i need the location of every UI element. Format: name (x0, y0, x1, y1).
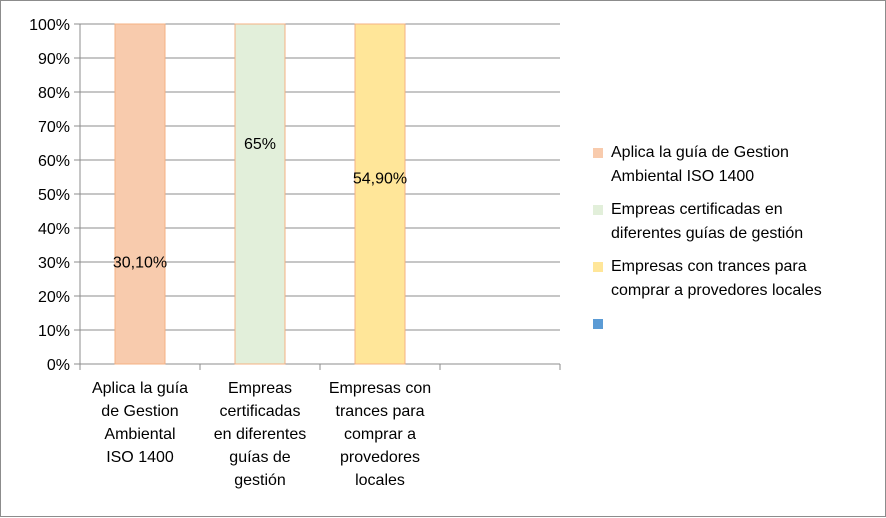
x-tick-label: de Gestion (101, 403, 178, 420)
y-tick-label: 0% (47, 357, 70, 374)
x-tick-label: Ambiental (104, 426, 175, 443)
x-tick-label: trances para (336, 403, 425, 420)
legend-item-1: Aplica la guía de Gestion Ambiental ISO 1… (593, 141, 883, 189)
y-tick-label: 30% (38, 255, 70, 272)
y-tick-label: 90% (38, 51, 70, 68)
legend-item-2: Empreas certificadas en diferentes guías … (593, 198, 883, 246)
y-tick-label: 100% (29, 17, 70, 34)
chart-legend: Aplica la guía de Gestion Ambiental ISO 1… (593, 141, 883, 345)
y-tick-label: 10% (38, 323, 70, 340)
x-tick-label: guías de (229, 449, 290, 466)
legend-item-3: Empresas con trances para comprar a prove… (593, 255, 883, 303)
x-tick-label: gestión (234, 472, 286, 489)
y-tick-label: 40% (38, 221, 70, 238)
legend-label: Ambiental ISO 1400 (611, 168, 755, 185)
legend-item-4 (593, 312, 883, 336)
legend-label: comprar a provedores locales (611, 282, 822, 299)
legend-label: diferentes guías de gestión (611, 225, 804, 242)
legend-swatch (593, 148, 603, 158)
x-tick-label: Empresas con (329, 380, 431, 397)
x-tick-label: Aplica la guía (92, 380, 188, 397)
legend-swatch (593, 262, 603, 272)
y-tick-label: 50% (38, 187, 70, 204)
y-tick-label: 60% (38, 153, 70, 170)
bar-2 (234, 23, 286, 365)
legend-label: Empresas con trances para (611, 258, 807, 275)
bar-1 (114, 23, 166, 365)
y-tick-label: 80% (38, 85, 70, 102)
legend-label: Aplica la guía de Gestion (611, 144, 789, 161)
data-label-2: 65% (244, 136, 276, 153)
y-tick-label: 20% (38, 289, 70, 306)
x-tick-label: locales (355, 472, 405, 489)
x-tick-label: certificadas (220, 403, 301, 420)
y-tick-label: 70% (38, 119, 70, 136)
x-tick-label: en diferentes (214, 426, 307, 443)
legend-swatch (593, 205, 603, 215)
data-label-3: 54,90% (353, 170, 407, 187)
x-tick-label: ISO 1400 (106, 449, 174, 466)
data-label-1: 30,10% (113, 255, 167, 272)
x-tick-label: comprar a (344, 426, 416, 443)
legend-label: Empreas certificadas en (611, 201, 783, 218)
x-tick-label: Empreas (228, 380, 292, 397)
legend-swatch (593, 319, 603, 329)
bar-3 (354, 23, 406, 365)
x-tick-label: provedores (340, 449, 420, 466)
